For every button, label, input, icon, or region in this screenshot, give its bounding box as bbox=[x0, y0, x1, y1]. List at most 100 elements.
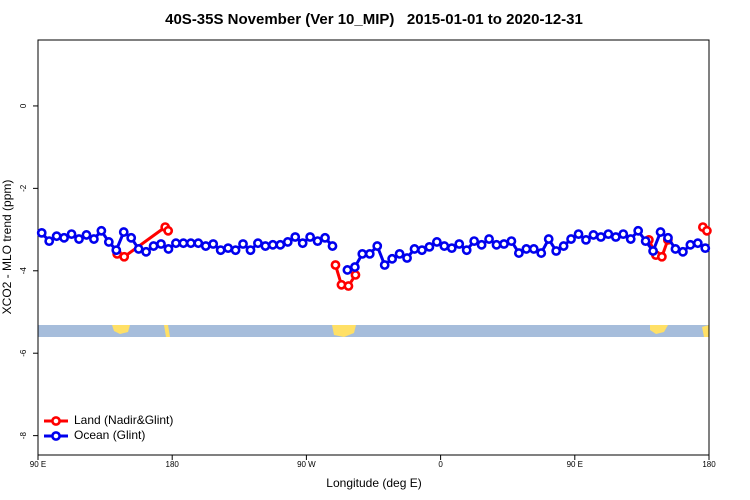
point bbox=[44, 236, 55, 247]
point bbox=[566, 234, 576, 244]
x-tick-label: 90 W bbox=[297, 460, 316, 469]
point bbox=[678, 246, 688, 257]
x-tick-label: 0 bbox=[438, 460, 443, 469]
point bbox=[484, 234, 494, 244]
point bbox=[282, 237, 293, 247]
y-tick-label: 0 bbox=[19, 103, 28, 108]
point bbox=[238, 239, 248, 249]
land-shape bbox=[702, 325, 709, 337]
point bbox=[350, 270, 361, 280]
point bbox=[96, 225, 107, 236]
legend-marker bbox=[51, 431, 61, 441]
point bbox=[424, 241, 435, 252]
point bbox=[640, 236, 651, 247]
point bbox=[59, 232, 69, 243]
point bbox=[491, 239, 502, 250]
land-shape bbox=[332, 325, 356, 337]
land-shape bbox=[650, 325, 668, 334]
point bbox=[543, 234, 554, 244]
land-shape bbox=[112, 325, 130, 334]
point bbox=[81, 230, 92, 240]
point bbox=[402, 253, 412, 263]
point bbox=[595, 232, 606, 242]
point bbox=[141, 246, 152, 257]
point bbox=[633, 225, 644, 236]
point bbox=[349, 262, 360, 272]
point bbox=[692, 238, 703, 249]
point bbox=[702, 225, 712, 236]
point bbox=[215, 245, 226, 256]
point bbox=[499, 239, 509, 249]
point bbox=[297, 238, 308, 249]
point bbox=[343, 281, 354, 291]
point bbox=[171, 238, 181, 249]
point bbox=[364, 248, 375, 259]
x-tick-label: 90 E bbox=[30, 460, 46, 469]
point bbox=[663, 232, 673, 243]
point bbox=[521, 244, 532, 254]
point bbox=[103, 237, 114, 247]
point bbox=[610, 232, 621, 242]
point bbox=[513, 248, 524, 258]
point bbox=[379, 260, 390, 270]
y-axis-label: XCO2 - MLO trend (ppm) bbox=[0, 180, 14, 315]
point bbox=[267, 239, 278, 250]
point bbox=[330, 260, 341, 270]
point bbox=[417, 245, 427, 256]
point bbox=[670, 244, 681, 254]
point bbox=[536, 248, 547, 258]
point bbox=[648, 246, 658, 256]
point bbox=[230, 245, 241, 256]
point bbox=[245, 245, 256, 256]
point bbox=[655, 227, 666, 237]
map-strip bbox=[38, 325, 709, 337]
point bbox=[409, 244, 420, 254]
point bbox=[394, 248, 405, 259]
point bbox=[148, 241, 159, 251]
point bbox=[446, 243, 457, 254]
y-tick-label: -4 bbox=[19, 267, 28, 275]
point bbox=[290, 232, 301, 242]
ocean-band bbox=[38, 325, 709, 337]
chart-title: 40S-35S November (Ver 10_MIP) 2015-01-01… bbox=[165, 11, 583, 28]
point bbox=[573, 229, 584, 240]
point bbox=[581, 234, 591, 245]
legend-label: Ocean (Glint) bbox=[74, 428, 145, 442]
point bbox=[656, 251, 667, 262]
point bbox=[327, 241, 338, 251]
point bbox=[111, 245, 122, 256]
point bbox=[275, 239, 286, 250]
x-axis-label: Longitude (deg E) bbox=[326, 476, 421, 490]
point bbox=[476, 239, 487, 250]
point bbox=[342, 265, 353, 275]
point bbox=[253, 238, 263, 249]
point bbox=[200, 241, 211, 251]
legend-marker bbox=[51, 416, 61, 426]
point bbox=[260, 241, 271, 251]
point bbox=[439, 241, 450, 251]
point bbox=[387, 253, 398, 264]
y-tick-label: -8 bbox=[19, 432, 28, 440]
point bbox=[454, 239, 465, 249]
point bbox=[51, 231, 62, 242]
y-tick-label: -2 bbox=[19, 184, 28, 192]
point bbox=[625, 234, 636, 244]
point bbox=[320, 232, 330, 243]
point bbox=[163, 244, 174, 254]
point bbox=[603, 229, 614, 240]
point bbox=[685, 239, 696, 250]
point bbox=[305, 232, 316, 242]
x-tick-label: 180 bbox=[166, 460, 180, 469]
point bbox=[618, 229, 629, 240]
x-tick-label: 180 bbox=[702, 460, 716, 469]
point bbox=[156, 239, 166, 249]
point bbox=[312, 236, 323, 247]
point bbox=[223, 243, 234, 254]
point bbox=[119, 251, 130, 262]
point bbox=[558, 241, 569, 251]
point bbox=[588, 230, 599, 240]
point bbox=[178, 238, 189, 249]
point bbox=[36, 227, 47, 238]
point bbox=[506, 236, 517, 247]
